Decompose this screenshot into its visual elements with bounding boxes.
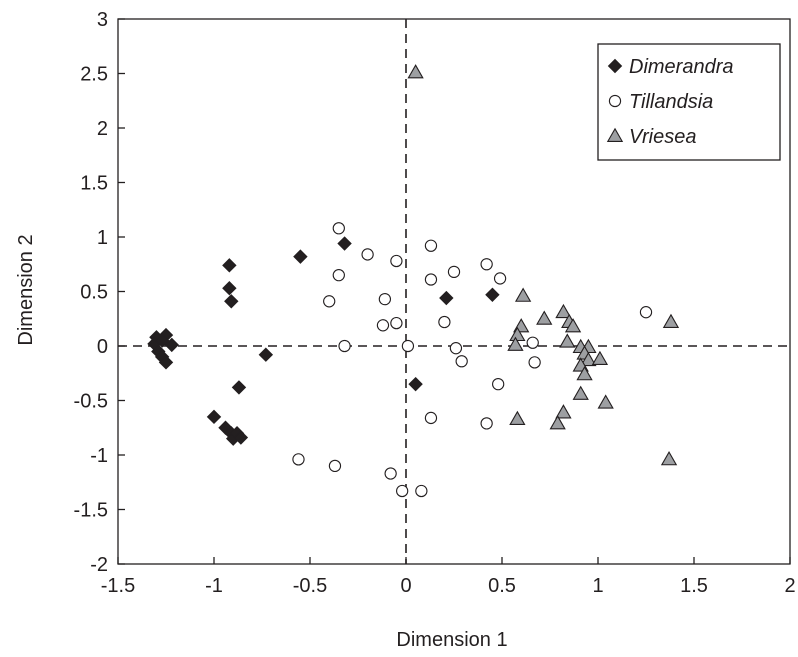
point-vriesea: [549, 415, 566, 430]
point-tillandsia: [415, 484, 428, 498]
point-vriesea: [660, 451, 678, 466]
x-tick-label: -1.5: [101, 575, 135, 597]
point-tillandsia: [292, 453, 305, 466]
point-vriesea: [507, 336, 524, 351]
point-dimerandra: [337, 236, 352, 251]
x-tick-label: 1.5: [680, 575, 708, 597]
point-tillandsia: [396, 484, 409, 498]
point-tillandsia: [438, 315, 451, 329]
point-dimerandra: [293, 249, 308, 264]
point-dimerandra: [408, 376, 423, 392]
point-vriesea: [559, 333, 576, 348]
y-tick-label: 1: [97, 227, 108, 249]
point-tillandsia: [338, 339, 351, 353]
point-vriesea: [662, 313, 680, 328]
x-tick-label: 0: [400, 575, 411, 597]
point-dimerandra: [222, 258, 237, 273]
y-axis: 3 2.5 2 1.5 1 0.5 0 -0.5 -1 -1.5 -2: [74, 9, 125, 576]
point-vriesea: [407, 64, 424, 79]
point-vriesea: [536, 310, 553, 325]
x-tick-label: -0.5: [293, 575, 327, 597]
point-tillandsia: [480, 417, 493, 430]
y-tick-label: 0: [97, 336, 108, 358]
y-tick-label: -1: [90, 445, 108, 467]
point-tillandsia: [361, 248, 374, 261]
point-tillandsia: [323, 295, 336, 308]
point-dimerandra: [158, 355, 174, 370]
y-tick-label: 0.5: [80, 282, 108, 304]
x-tick-label: 0.5: [488, 575, 516, 597]
point-vriesea: [555, 404, 572, 419]
point-dimerandra: [206, 409, 222, 425]
point-dimerandra: [233, 430, 249, 445]
x-tick-label: 2: [784, 575, 795, 597]
point-vriesea: [572, 385, 589, 400]
y-tick-label: 3: [97, 9, 108, 31]
point-tillandsia: [492, 377, 505, 391]
x-axis-title: Dimension 1: [396, 629, 507, 651]
point-tillandsia: [390, 316, 403, 330]
legend-label-dimerandra: Dimerandra: [629, 56, 733, 78]
point-vriesea: [509, 410, 526, 425]
point-dimerandra: [224, 294, 239, 309]
point-tillandsia: [401, 339, 415, 353]
y-tick-label: 2.5: [80, 64, 108, 86]
data-points: [147, 64, 680, 498]
point-tillandsia: [447, 265, 461, 279]
y-tick-label: -1.5: [74, 500, 108, 522]
point-vriesea: [564, 318, 582, 333]
point-dimerandra: [222, 281, 237, 296]
point-vriesea: [591, 350, 609, 366]
point-tillandsia: [449, 342, 463, 355]
point-dimerandra: [485, 287, 500, 302]
point-dimerandra: [231, 380, 247, 395]
point-dimerandra: [154, 333, 170, 348]
point-tillandsia: [332, 268, 345, 282]
y-tick-label: -2: [90, 554, 108, 576]
y-axis-title: Dimension 2: [15, 234, 37, 345]
point-tillandsia: [639, 306, 653, 319]
y-tick-label: 2: [97, 118, 108, 140]
point-tillandsia: [480, 258, 493, 271]
x-tick-label: -1: [205, 575, 223, 597]
point-dimerandra: [164, 337, 179, 353]
legend-label-vriesea: Vriesea: [629, 126, 696, 148]
series-dimerandra: [147, 236, 500, 446]
point-tillandsia: [328, 459, 342, 473]
y-tick-label: 1.5: [80, 173, 108, 195]
point-tillandsia: [384, 467, 397, 480]
legend-label-tillandsia: Tillandsia: [629, 91, 713, 113]
point-vriesea: [597, 394, 614, 409]
point-tillandsia: [332, 222, 345, 235]
legend-box: [597, 43, 781, 161]
x-axis: -1.5 -1 -0.5 0 0.5 1 1.5 2: [101, 557, 796, 597]
point-tillandsia: [424, 273, 438, 286]
point-tillandsia: [378, 292, 392, 306]
point-tillandsia: [424, 239, 438, 252]
legend: Dimerandra Tillandsia Vriesea: [597, 43, 781, 161]
legend-marker-dimerandra: [607, 58, 623, 74]
series-vriesea: [407, 64, 680, 466]
y-tick-label: -0.5: [74, 391, 108, 413]
series-tillandsia: [292, 222, 653, 498]
point-tillandsia: [424, 411, 438, 425]
point-tillandsia: [455, 355, 468, 368]
point-tillandsia: [526, 336, 539, 349]
x-tick-label: 1: [592, 575, 603, 597]
point-vriesea: [555, 303, 572, 319]
legend-marker-tillandsia: [608, 94, 622, 108]
legend-marker-vriesea: [606, 127, 624, 142]
point-tillandsia: [390, 254, 403, 268]
point-tillandsia: [493, 272, 507, 285]
point-tillandsia: [376, 319, 390, 332]
point-vriesea: [514, 287, 532, 302]
point-tillandsia: [528, 356, 541, 369]
point-vriesea: [576, 366, 593, 381]
point-vriesea: [580, 351, 597, 367]
point-dimerandra: [439, 290, 454, 306]
point-dimerandra: [258, 347, 274, 362]
